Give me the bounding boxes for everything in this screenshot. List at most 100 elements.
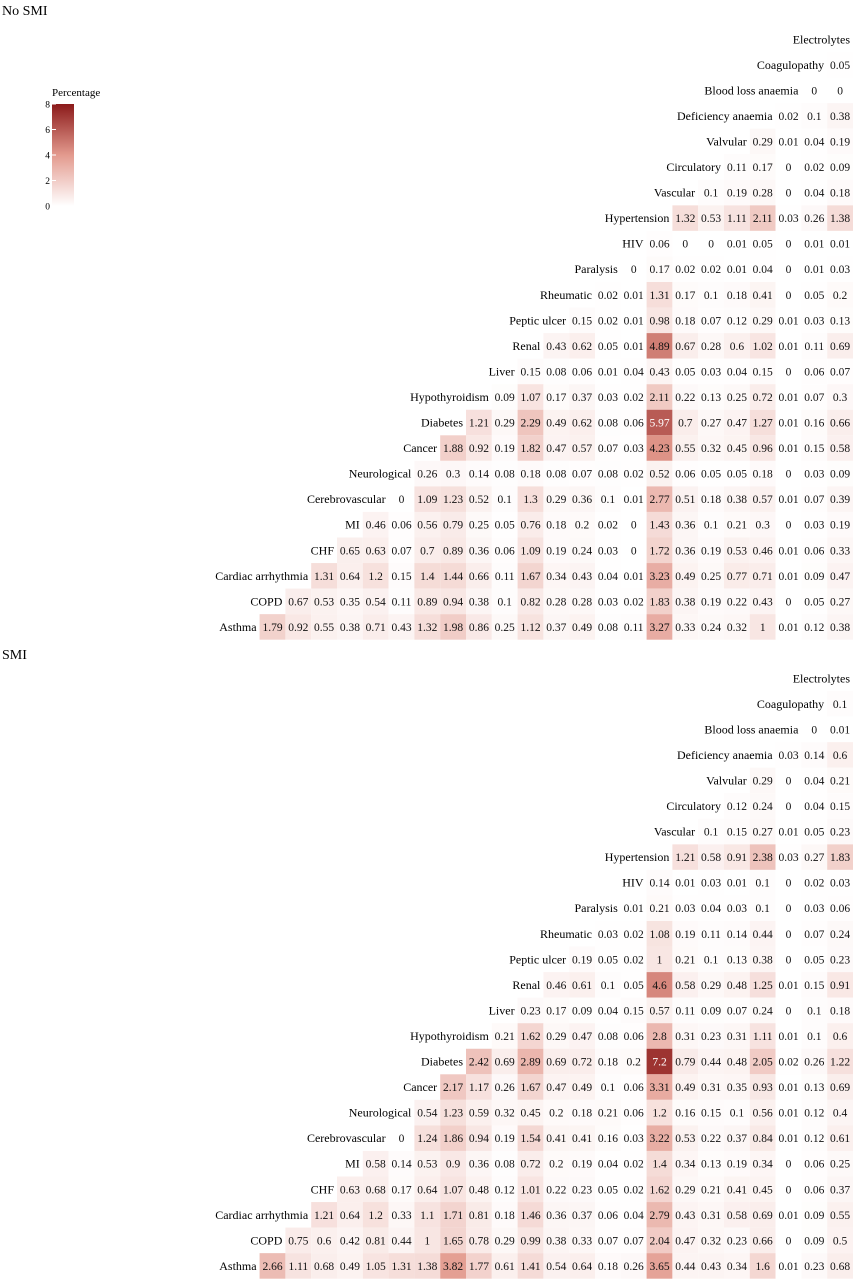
heatmap-cell xyxy=(595,588,621,615)
heatmap-cell xyxy=(775,256,802,282)
heatmap-cell xyxy=(569,333,595,359)
cell-value-label: 0.02 xyxy=(624,469,644,481)
cell-value-label: 0.72 xyxy=(572,1057,592,1069)
heatmap-cell xyxy=(466,1099,492,1126)
cell-value-label: 0.38 xyxy=(546,1235,566,1247)
heatmap-cell xyxy=(311,614,337,640)
row-label-cancer: Cancer xyxy=(403,441,437,455)
cell-value-label: 0.1 xyxy=(498,494,513,506)
cell-value-label: 0.34 xyxy=(727,1261,747,1273)
cell-value-label: 0.03 xyxy=(598,392,618,404)
cell-value-label: 0.05 xyxy=(598,1184,618,1196)
heatmap-cell xyxy=(698,844,724,870)
heatmap-cell xyxy=(775,742,802,768)
heatmap-cell xyxy=(466,511,492,538)
row-label-paralysis: Paralysis xyxy=(574,901,618,915)
cell-value-label: 0.57 xyxy=(753,494,773,506)
cell-value-label: 0.91 xyxy=(830,980,850,992)
heatmap-cell xyxy=(311,563,337,589)
heatmap-cell xyxy=(543,486,570,512)
heatmap-cell xyxy=(620,1150,647,1177)
heatmap-cell xyxy=(775,997,802,1024)
heatmap-cell xyxy=(440,537,466,564)
cell-value-label: 0.9 xyxy=(446,1159,461,1171)
heatmap-cell xyxy=(827,818,853,845)
cell-value-label: 0.49 xyxy=(675,1082,695,1094)
cell-value-label: 1.21 xyxy=(469,418,489,430)
cell-value-label: 0.01 xyxy=(778,1261,798,1273)
heatmap-cell xyxy=(827,869,853,896)
heatmap-cell xyxy=(620,435,647,461)
cell-value-label: 0.01 xyxy=(727,239,747,251)
cell-value-label: 0.72 xyxy=(520,1159,540,1171)
cell-value-label: 0.15 xyxy=(830,801,850,813)
cell-value-label: 0.36 xyxy=(675,545,695,557)
cell-value-label: 0.61 xyxy=(830,1133,850,1145)
cell-value-label: 3.27 xyxy=(649,622,669,634)
cell-value-label: 0.99 xyxy=(520,1235,540,1247)
heatmap-cell xyxy=(414,1253,441,1279)
heatmap-cell xyxy=(827,742,853,768)
heatmap-cell xyxy=(620,460,647,487)
heatmap-cell xyxy=(672,1023,699,1049)
cell-value-label: 0.16 xyxy=(804,418,824,430)
cell-value-label: 0.75 xyxy=(288,1235,308,1247)
cell-value-label: 0.47 xyxy=(572,1031,592,1043)
heatmap-cell xyxy=(414,1227,441,1254)
heatmap-cell xyxy=(749,1253,776,1279)
cell-value-label: 0.1 xyxy=(601,1082,616,1094)
cell-value-label: 0 xyxy=(786,366,792,378)
heatmap-cell xyxy=(724,1099,750,1126)
row-label-hypothyroidism: Hypothyroidism xyxy=(410,1029,489,1043)
cell-value-label: 3.31 xyxy=(649,1082,669,1094)
heatmap-cell xyxy=(414,460,441,487)
cell-value-label: 0.28 xyxy=(701,341,721,353)
heatmap-cell xyxy=(646,1150,673,1177)
cell-value-label: 0.46 xyxy=(753,545,773,557)
cell-value-label: 1.11 xyxy=(288,1261,308,1273)
cell-value-label: 1.11 xyxy=(753,1031,773,1043)
heatmap-cell xyxy=(595,921,621,947)
cell-value-label: 0.25 xyxy=(469,520,489,532)
cell-value-label: 0.55 xyxy=(314,622,334,634)
cell-value-label: 0.07 xyxy=(804,392,824,404)
heatmap-cell xyxy=(440,588,466,615)
cell-value-label: 0.05 xyxy=(701,469,721,481)
heatmap-cell xyxy=(749,179,776,206)
cell-value-label: 0.02 xyxy=(624,954,644,966)
legend-title: Percentage xyxy=(52,87,100,99)
heatmap-cell xyxy=(775,154,802,180)
heatmap-cell xyxy=(414,486,441,512)
cell-value-label: 0.45 xyxy=(520,1108,540,1120)
heatmap-cell xyxy=(414,1202,441,1228)
cell-value-label: 0.18 xyxy=(830,1005,850,1017)
cell-value-label: 0.68 xyxy=(314,1261,334,1273)
cell-value-label: 0.05 xyxy=(624,980,644,992)
cell-value-label: 0 xyxy=(786,188,792,200)
heatmap-cell xyxy=(362,1253,389,1279)
cell-value-label: 0.01 xyxy=(778,1133,798,1145)
cell-value-label: 0.91 xyxy=(727,852,747,864)
cell-value-label: 0.37 xyxy=(546,622,566,634)
heatmap-cell xyxy=(388,537,415,564)
cell-value-label: 0.41 xyxy=(572,1133,592,1145)
heatmap-cell xyxy=(672,205,699,231)
cell-value-label: 2.05 xyxy=(753,1057,773,1069)
row-label-mi: MI xyxy=(345,518,360,532)
cell-value-label: 0.64 xyxy=(572,1261,592,1273)
heatmap-cell xyxy=(672,1125,699,1151)
row-label-coagulopathy: Coagulopathy xyxy=(757,697,824,711)
heatmap-cell xyxy=(827,179,853,206)
heatmap-cell xyxy=(440,1202,466,1228)
cell-value-label: 1.11 xyxy=(727,213,747,225)
heatmap-cell xyxy=(749,128,776,155)
cell-value-label: 0.86 xyxy=(469,622,489,634)
heatmap-cell xyxy=(595,1099,621,1126)
cell-value-label: 0.41 xyxy=(546,1133,566,1145)
heatmap-cell xyxy=(775,1176,802,1203)
cell-value-label: 1.43 xyxy=(649,520,669,532)
heatmap-cell xyxy=(388,614,415,640)
heatmap-cell xyxy=(827,511,853,538)
heatmap-cell xyxy=(543,997,570,1024)
cell-value-label: 0.43 xyxy=(649,366,669,378)
